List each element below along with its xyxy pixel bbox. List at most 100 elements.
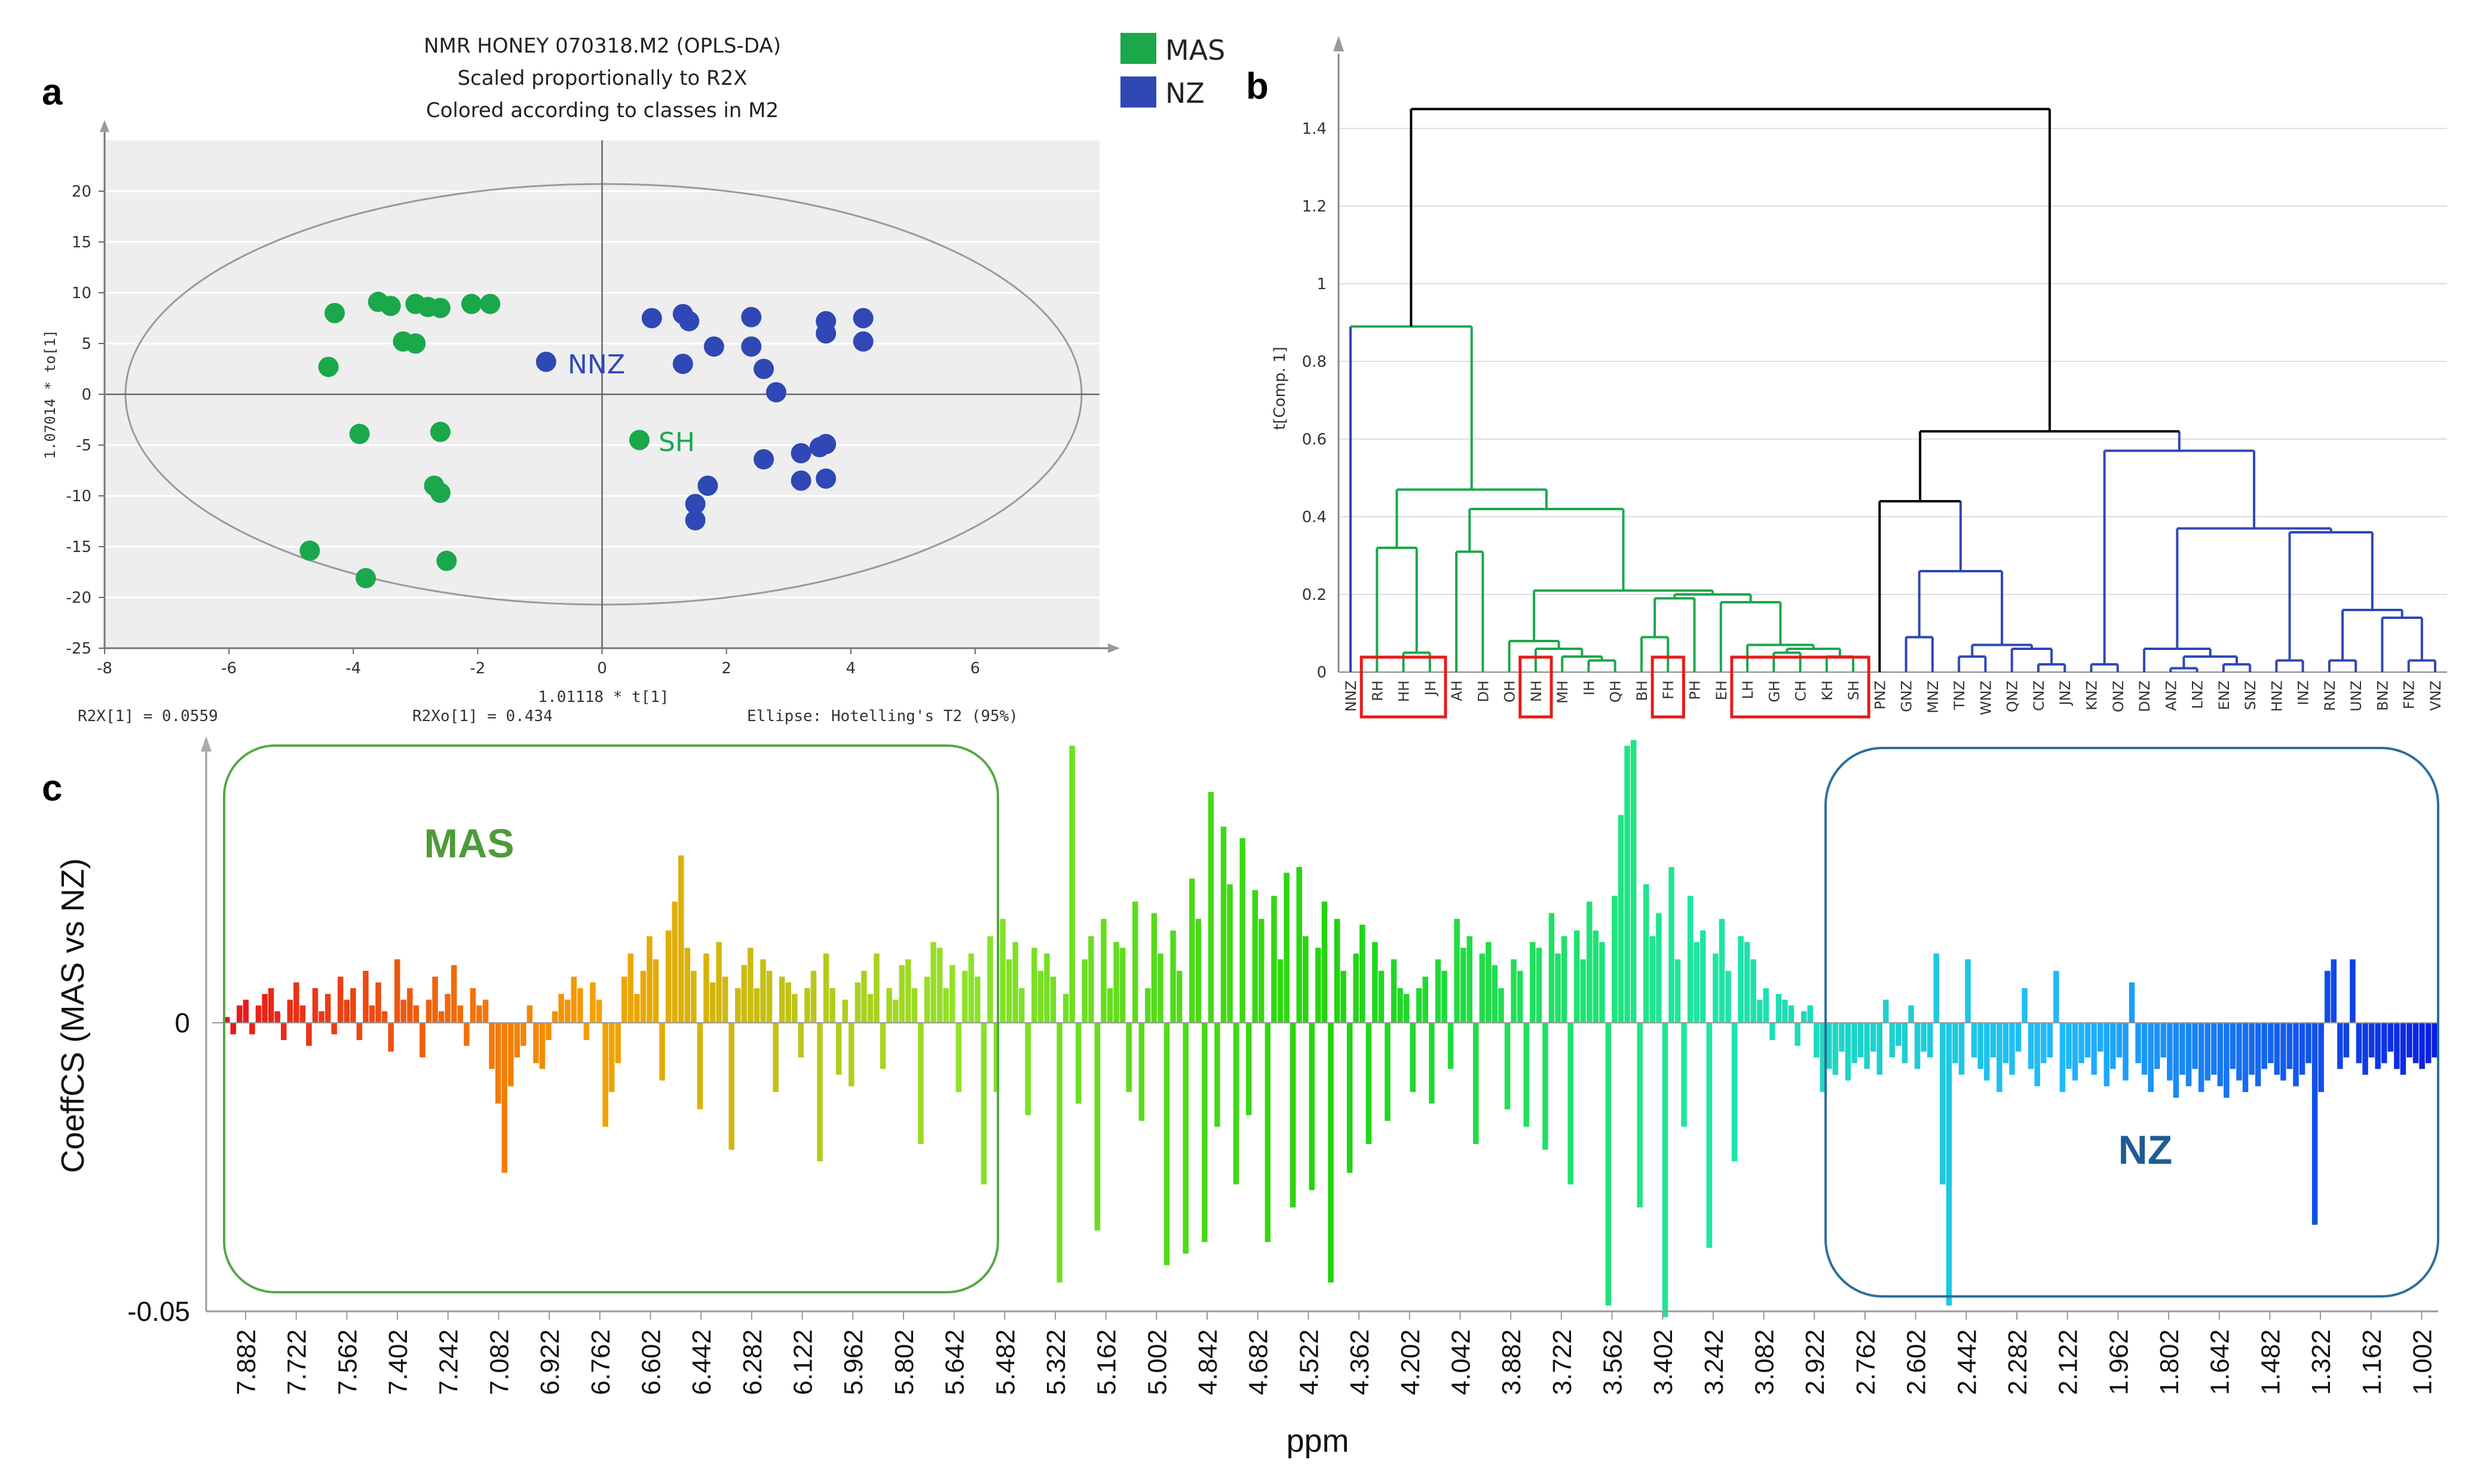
coef-bar [2116,1023,2123,1057]
x-tick-label: 4 [846,660,856,677]
coef-bar [1555,953,1561,1023]
leaf-label: PH [1686,680,1703,700]
y-tick-label: 1 [1316,275,1327,293]
x-tick-label: 1.162 [2357,1329,2387,1395]
coef-bar [1573,930,1580,1023]
coef-bar [1076,1023,1082,1104]
coef-bar [1656,913,1662,1023]
coef-bar [1908,1005,1914,1023]
coef-bar [1587,902,1593,1023]
panel-a-scatter: NMR HONEY 070318.M2 (OPLS-DA) Scaled pro… [42,34,1120,725]
coef-bar [1151,913,1158,1023]
nz-point [754,449,774,470]
coef-bar [425,999,432,1023]
coef-bar [2110,1023,2116,1069]
coef-bar [2141,1023,2148,1075]
nz-point [791,443,812,464]
coef-bar [792,994,798,1023]
coef-bar [1088,936,1094,1023]
leaf-label: ENZ [2216,680,2233,710]
mas-point [349,424,370,444]
panel-a-xlabel: 1.01118 * t[1] [538,688,669,706]
coef-bar [571,976,577,1023]
coef-bar [2286,1023,2293,1069]
coef-bar [1700,930,1706,1023]
leaf-label: HNZ [2268,680,2285,712]
coef-bar [546,1023,552,1040]
coef-bar [1202,1023,1208,1243]
coef-bar [615,1023,621,1063]
coef-bar [2230,1023,2236,1069]
coef-bar [1284,872,1290,1023]
y-tick-label: -20 [66,589,91,607]
panel-a-r2x: R2X[1] = 0.0559 [78,707,218,725]
coef-bar [918,1023,924,1144]
coef-bar [1246,1023,1252,1115]
coef-bar [2015,1023,2022,1052]
coef-bar [2179,1023,2185,1075]
coef-bar [262,994,268,1023]
coef-bar [1725,971,1731,1023]
coef-bar [1542,1023,1548,1150]
coef-bar [369,1005,375,1023]
coef-bar [1037,971,1044,1023]
coef-bar [539,1023,546,1069]
coef-bar [2425,1023,2432,1063]
coef-bar [2154,1023,2160,1069]
coef-bar [2185,1023,2192,1087]
coef-bar [602,1023,608,1127]
coef-bar [1901,1023,1908,1063]
nz-region-label: NZ [2118,1127,2173,1173]
coef-bar [2255,1023,2261,1087]
coef-bar [1259,919,1264,1023]
coef-bar [2028,1023,2034,1069]
panel-a-points [299,292,874,588]
coef-bar [1353,953,1359,1023]
coef-bar [2173,1023,2179,1098]
mas-point [436,550,457,571]
nz-point [816,323,837,344]
coef-bar [1170,930,1176,1023]
coef-bar [962,971,968,1023]
x-axis-arrow [1108,643,1120,653]
coef-bar [1385,1023,1391,1121]
leaf-label: TNZ [1951,680,1968,710]
nz-point [703,336,724,357]
x-tick-label: 5.962 [839,1329,868,1395]
coef-bar [2318,1023,2324,1092]
coef-bar [1637,1023,1643,1208]
coef-bar [1220,826,1227,1023]
coef-bar [2337,1023,2343,1069]
x-tick-label: 3.402 [1649,1329,1678,1395]
coef-bar [2034,1023,2040,1087]
nnz-annotation: NNZ [568,349,625,380]
coef-bar [1984,1023,1990,1081]
coef-bar [1290,1023,1296,1208]
coef-bar [344,999,350,1023]
nz-point [765,382,786,403]
coef-bar [728,1023,734,1150]
coef-bar [1511,959,1517,1023]
coef-bar [451,965,457,1023]
coef-bar [2362,1023,2368,1075]
mas-point [461,293,482,314]
coef-bar [1441,971,1447,1023]
coef-bar [338,976,344,1023]
coef-bar [2066,1023,2072,1069]
coef-bar [936,948,943,1023]
x-tick-label: 7.242 [434,1329,464,1395]
coef-bar [381,1011,388,1023]
coef-bar [2381,1023,2387,1063]
y-tick-label: -10 [66,487,91,505]
coef-bar [1694,942,1700,1023]
coef-bar [647,936,653,1023]
coef-bar [1952,1023,1958,1063]
coef-bar [855,982,861,1023]
coef-bar [1618,815,1624,1023]
coef-bar [2419,1023,2425,1069]
coef-bar [829,988,835,1023]
coef-bar [2091,1023,2097,1075]
coef-bar [892,999,899,1023]
y-tick-label: -15 [66,538,91,556]
